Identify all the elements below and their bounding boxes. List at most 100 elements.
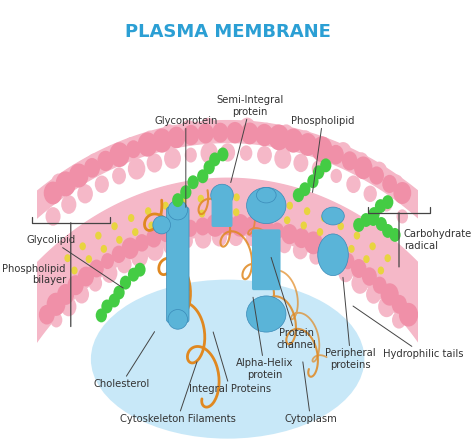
Circle shape bbox=[199, 210, 205, 217]
Circle shape bbox=[61, 195, 76, 214]
Circle shape bbox=[299, 130, 312, 147]
Circle shape bbox=[337, 222, 344, 230]
Circle shape bbox=[212, 228, 227, 247]
Circle shape bbox=[163, 235, 179, 255]
Circle shape bbox=[109, 142, 129, 167]
Circle shape bbox=[241, 122, 258, 145]
Ellipse shape bbox=[168, 200, 188, 220]
Ellipse shape bbox=[246, 187, 286, 224]
Circle shape bbox=[148, 221, 155, 229]
Circle shape bbox=[125, 137, 137, 153]
Text: PLASMA MEMBRANE: PLASMA MEMBRANE bbox=[125, 23, 330, 41]
Circle shape bbox=[348, 236, 366, 258]
Ellipse shape bbox=[168, 309, 188, 329]
Circle shape bbox=[146, 240, 164, 261]
Circle shape bbox=[278, 236, 291, 253]
Circle shape bbox=[299, 211, 316, 232]
Text: Glycolipid: Glycolipid bbox=[27, 235, 123, 288]
Circle shape bbox=[180, 185, 191, 199]
Circle shape bbox=[180, 120, 197, 141]
Circle shape bbox=[332, 226, 350, 248]
Circle shape bbox=[368, 212, 379, 226]
Text: Peripheral
proteins: Peripheral proteins bbox=[326, 278, 376, 370]
Circle shape bbox=[102, 263, 118, 283]
Circle shape bbox=[161, 124, 177, 144]
Circle shape bbox=[233, 208, 239, 216]
Circle shape bbox=[393, 182, 411, 204]
Circle shape bbox=[378, 267, 384, 274]
Circle shape bbox=[74, 248, 91, 268]
Polygon shape bbox=[0, 121, 474, 442]
Circle shape bbox=[380, 260, 396, 280]
Circle shape bbox=[203, 160, 215, 174]
Circle shape bbox=[381, 198, 392, 212]
Circle shape bbox=[64, 254, 71, 262]
Circle shape bbox=[117, 255, 132, 273]
Circle shape bbox=[135, 234, 149, 251]
Circle shape bbox=[293, 188, 304, 202]
Circle shape bbox=[89, 259, 104, 278]
Circle shape bbox=[284, 216, 291, 224]
Circle shape bbox=[143, 130, 156, 147]
Circle shape bbox=[240, 145, 252, 161]
Ellipse shape bbox=[256, 187, 276, 203]
Circle shape bbox=[341, 253, 355, 269]
Circle shape bbox=[364, 186, 377, 202]
Circle shape bbox=[216, 193, 222, 201]
Circle shape bbox=[256, 217, 274, 239]
Circle shape bbox=[121, 237, 139, 259]
Circle shape bbox=[293, 228, 310, 248]
Circle shape bbox=[78, 267, 94, 286]
Circle shape bbox=[57, 284, 74, 305]
Circle shape bbox=[366, 285, 381, 304]
Circle shape bbox=[198, 195, 204, 203]
Circle shape bbox=[378, 296, 395, 317]
Circle shape bbox=[44, 182, 62, 204]
Circle shape bbox=[71, 267, 78, 274]
Circle shape bbox=[128, 158, 146, 179]
Circle shape bbox=[353, 218, 365, 232]
Circle shape bbox=[146, 229, 162, 248]
Circle shape bbox=[293, 241, 308, 259]
Circle shape bbox=[112, 246, 126, 263]
Circle shape bbox=[299, 133, 317, 156]
Circle shape bbox=[172, 193, 183, 207]
Circle shape bbox=[195, 228, 211, 248]
Circle shape bbox=[279, 124, 294, 143]
Circle shape bbox=[231, 214, 249, 236]
Circle shape bbox=[187, 175, 199, 189]
Circle shape bbox=[354, 156, 373, 179]
Circle shape bbox=[95, 232, 101, 240]
Circle shape bbox=[317, 228, 323, 236]
Circle shape bbox=[194, 200, 208, 217]
Circle shape bbox=[128, 214, 135, 222]
FancyBboxPatch shape bbox=[211, 193, 232, 227]
Circle shape bbox=[106, 145, 118, 160]
Text: Glycoprotein: Glycoprotein bbox=[154, 116, 218, 207]
Circle shape bbox=[182, 212, 188, 220]
Circle shape bbox=[219, 215, 236, 235]
Circle shape bbox=[274, 148, 291, 169]
Circle shape bbox=[61, 262, 75, 279]
Circle shape bbox=[301, 221, 307, 229]
Circle shape bbox=[86, 255, 92, 263]
Circle shape bbox=[159, 226, 172, 242]
Circle shape bbox=[212, 123, 228, 143]
Circle shape bbox=[368, 207, 380, 221]
Circle shape bbox=[333, 236, 339, 244]
Circle shape bbox=[328, 244, 345, 265]
Circle shape bbox=[271, 222, 284, 239]
Circle shape bbox=[360, 213, 372, 227]
Circle shape bbox=[266, 204, 279, 219]
Circle shape bbox=[206, 214, 225, 237]
Circle shape bbox=[69, 164, 89, 187]
Circle shape bbox=[80, 242, 86, 250]
Circle shape bbox=[180, 198, 186, 206]
Circle shape bbox=[96, 309, 107, 322]
Polygon shape bbox=[0, 178, 474, 442]
Circle shape bbox=[228, 197, 245, 217]
Circle shape bbox=[209, 152, 220, 166]
Circle shape bbox=[70, 164, 82, 179]
Circle shape bbox=[45, 273, 62, 294]
Text: Semi-Integral
protein: Semi-Integral protein bbox=[217, 95, 284, 183]
